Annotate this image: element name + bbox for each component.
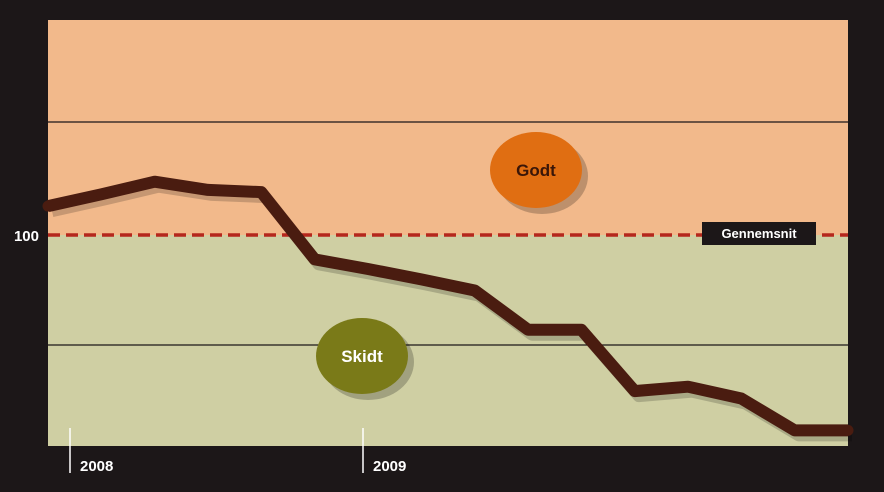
data-point bbox=[309, 253, 321, 265]
data-point bbox=[149, 176, 161, 188]
data-point bbox=[682, 381, 694, 393]
x-tick-label-2009: 2009 bbox=[373, 458, 406, 475]
data-point bbox=[469, 285, 481, 296]
data-point bbox=[575, 324, 587, 336]
data-point bbox=[202, 184, 214, 196]
data-point bbox=[42, 200, 54, 212]
series-line bbox=[46, 175, 848, 437]
y-tick-label-100: 100 bbox=[14, 228, 39, 245]
data-point bbox=[842, 424, 854, 436]
reference-line-label: Gennemsnit bbox=[702, 222, 816, 245]
godt-label: Godt bbox=[516, 161, 556, 180]
series-layer bbox=[42, 175, 854, 442]
data-point bbox=[522, 324, 534, 336]
skidt-bubble: Skidt bbox=[316, 318, 414, 400]
y-axis: 100 bbox=[14, 228, 39, 245]
data-point bbox=[415, 273, 427, 285]
data-point bbox=[789, 424, 801, 436]
data-point bbox=[629, 385, 641, 397]
skidt-bubble-shape bbox=[316, 318, 408, 394]
data-point bbox=[255, 186, 267, 198]
bad-zone-band bbox=[48, 235, 848, 446]
good-zone-band bbox=[48, 20, 848, 235]
x-axis: 2008 2009 bbox=[69, 428, 406, 475]
reference-label-box bbox=[702, 222, 816, 245]
godt-bubble: Godt bbox=[490, 132, 588, 214]
reference-label-text: Gennemsnit bbox=[721, 226, 797, 241]
data-point bbox=[735, 393, 747, 404]
data-point bbox=[362, 263, 374, 275]
data-point bbox=[95, 188, 107, 200]
x-tick-label-2008: 2008 bbox=[80, 458, 113, 475]
godt-bubble-shape bbox=[490, 132, 582, 208]
skidt-label: Skidt bbox=[341, 347, 383, 366]
